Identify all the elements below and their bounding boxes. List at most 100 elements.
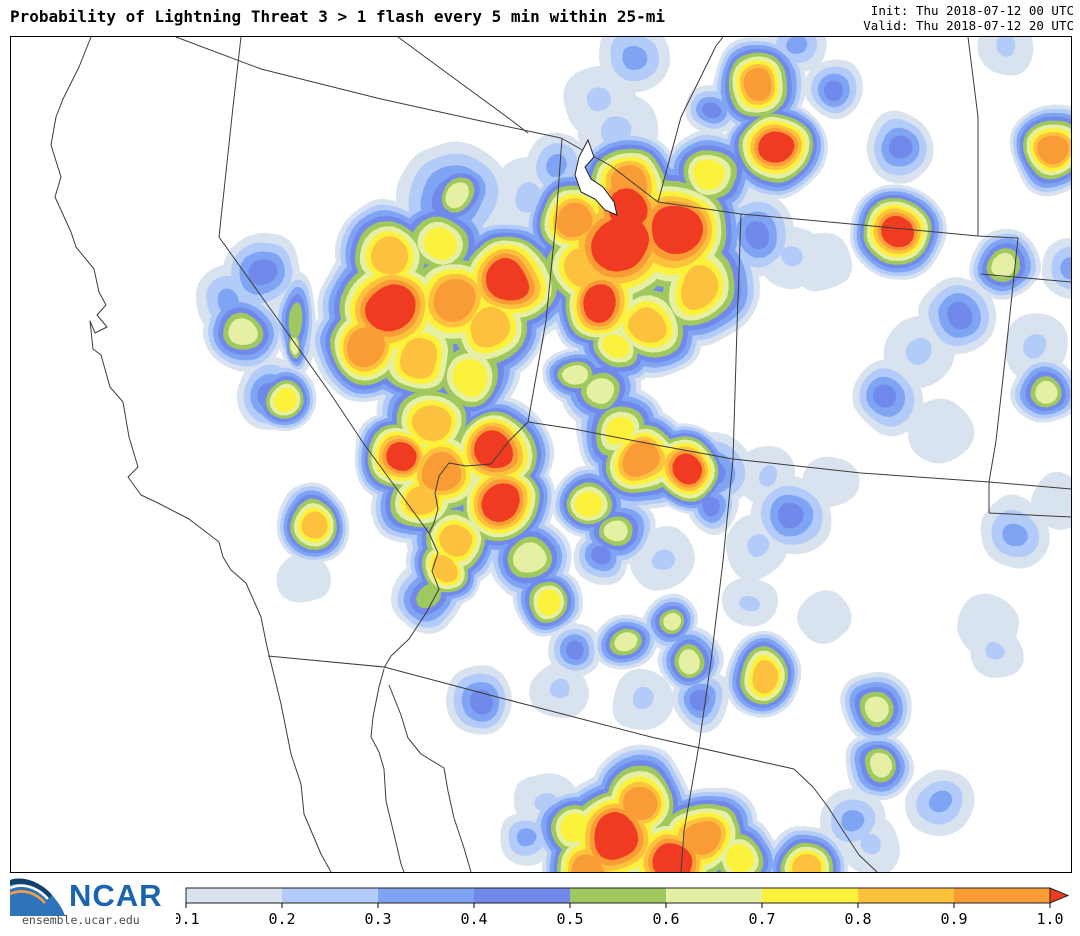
colorbar-tick-label: 0.7 bbox=[748, 910, 775, 928]
contour-blob bbox=[566, 641, 586, 661]
contour-blob bbox=[909, 339, 933, 363]
colorbar-tick-label: 0.3 bbox=[364, 910, 391, 928]
contour-blob bbox=[439, 524, 473, 558]
contour-blob bbox=[791, 851, 821, 872]
contour-blob bbox=[280, 553, 332, 605]
state-border bbox=[680, 458, 734, 872]
contour-blob bbox=[591, 549, 611, 569]
contour-blob bbox=[604, 520, 628, 544]
contour-blob bbox=[420, 450, 462, 492]
logo-swoosh-top bbox=[10, 878, 52, 900]
contour-blob bbox=[878, 383, 904, 409]
ncar-logo-mark bbox=[9, 878, 65, 916]
contour-blob bbox=[301, 510, 327, 536]
contour-blob bbox=[605, 117, 633, 145]
contour-blob bbox=[627, 446, 661, 480]
contour-blob bbox=[535, 790, 557, 812]
contour-blob bbox=[477, 432, 515, 470]
state-border bbox=[175, 37, 659, 203]
contour-blob bbox=[647, 207, 699, 259]
contour-blob bbox=[1025, 336, 1047, 358]
colorbar-legend: 0.1 0.2 0.3 0.4 0.5 0.6 0.7 0.8 0.9 1.0 bbox=[176, 887, 1070, 928]
state-border bbox=[793, 768, 878, 872]
contour-blob bbox=[402, 337, 440, 375]
contour-blob bbox=[632, 303, 670, 341]
contour-blob bbox=[601, 332, 629, 360]
contour-blob bbox=[565, 365, 587, 387]
logo-swoosh-white bbox=[9, 884, 49, 900]
contour-blob bbox=[750, 660, 778, 688]
contour-blob bbox=[622, 782, 660, 820]
colorbar-tick-label: 0.8 bbox=[844, 910, 871, 928]
probability-map bbox=[50, 37, 1071, 872]
state-border bbox=[967, 37, 979, 236]
ncar-logo-text: NCAR bbox=[69, 878, 163, 913]
init-time: Init: Thu 2018-07-12 00 UTC bbox=[870, 3, 1074, 18]
colorbar-tick-label: 0.2 bbox=[268, 910, 295, 928]
contour-blob bbox=[467, 689, 491, 713]
colorbar-tick-label: 1.0 bbox=[1036, 910, 1063, 928]
state-border bbox=[988, 512, 1071, 518]
contour-blob bbox=[372, 237, 410, 275]
contour-blob bbox=[800, 590, 852, 642]
contour-blob bbox=[995, 37, 1017, 56]
contour-blob bbox=[745, 219, 773, 247]
state-border bbox=[388, 684, 472, 872]
state-border bbox=[50, 37, 332, 872]
contour-blob bbox=[1038, 133, 1070, 165]
contour-blob bbox=[702, 100, 720, 118]
logo-url: ensemble.ucar.edu bbox=[22, 913, 140, 927]
contour-blob bbox=[864, 754, 888, 778]
state-border bbox=[370, 668, 405, 872]
contour-blob bbox=[755, 465, 777, 487]
contour-blob bbox=[777, 502, 805, 530]
contour-blob bbox=[678, 650, 700, 672]
contour-blob bbox=[347, 327, 385, 365]
contour-blob bbox=[578, 488, 604, 514]
contour-blob bbox=[365, 285, 413, 333]
state-border bbox=[527, 421, 734, 460]
contour-blob bbox=[701, 496, 721, 516]
state-border bbox=[383, 421, 529, 669]
colorbar-segment bbox=[954, 888, 1050, 903]
contour-blob bbox=[991, 253, 1015, 277]
state-border bbox=[657, 201, 1019, 239]
contour-blob bbox=[448, 182, 470, 204]
state-border bbox=[383, 666, 795, 770]
state-border bbox=[397, 37, 529, 134]
map-canvas bbox=[10, 36, 1072, 873]
contour-blob bbox=[605, 188, 647, 230]
contour-blob bbox=[582, 282, 620, 320]
colorbar-tick-label: 0.1 bbox=[176, 910, 200, 928]
contour-blob bbox=[1001, 518, 1027, 544]
contour-blob bbox=[404, 484, 438, 518]
contour-blob bbox=[659, 613, 679, 633]
contour-blob bbox=[516, 831, 536, 851]
contour-blob bbox=[782, 246, 804, 268]
contour-blob bbox=[424, 224, 458, 258]
contour-blob bbox=[909, 399, 973, 463]
contour-blob bbox=[537, 589, 561, 613]
contour-blob bbox=[745, 535, 767, 557]
colorbar-segment bbox=[666, 888, 762, 903]
contour-blob bbox=[603, 415, 635, 447]
great-salt-lake bbox=[574, 138, 618, 216]
contour-blob bbox=[557, 202, 591, 236]
contour-blob bbox=[680, 265, 722, 307]
valid-time: Valid: Thu 2018-07-12 20 UTC bbox=[863, 18, 1074, 33]
colorbar-segment bbox=[378, 888, 474, 903]
state-border bbox=[988, 481, 1071, 490]
contour-blob bbox=[431, 558, 457, 584]
contour-blob bbox=[887, 137, 911, 161]
contour-blob bbox=[412, 402, 450, 440]
contour-blob bbox=[482, 484, 520, 522]
contour-blob bbox=[842, 810, 864, 832]
probability-contours bbox=[196, 37, 1071, 872]
contour-blob bbox=[1058, 258, 1071, 280]
state-border bbox=[657, 37, 724, 203]
contour-blob bbox=[290, 303, 304, 339]
contour-blob bbox=[881, 215, 915, 249]
contour-blob bbox=[695, 160, 727, 192]
contour-blob bbox=[943, 301, 969, 327]
